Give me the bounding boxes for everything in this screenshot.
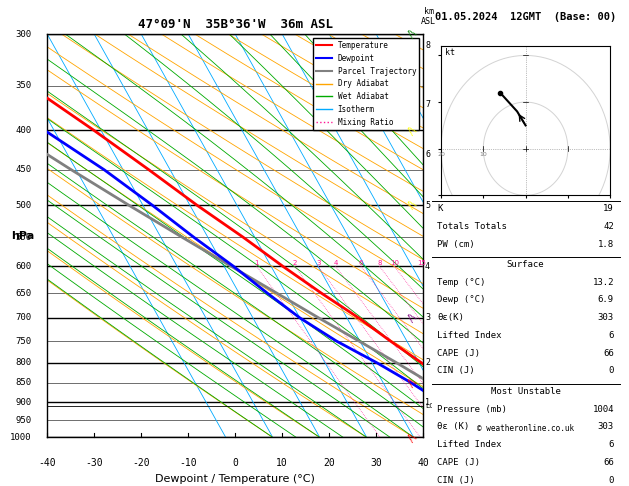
Text: 1.8: 1.8 xyxy=(598,240,614,248)
Text: 01.05.2024  12GMT  (Base: 00): 01.05.2024 12GMT (Base: 00) xyxy=(435,12,616,22)
Legend: Temperature, Dewpoint, Parcel Trajectory, Dry Adiabat, Wet Adiabat, Isotherm, Mi: Temperature, Dewpoint, Parcel Trajectory… xyxy=(313,38,420,130)
Text: 6: 6 xyxy=(608,331,614,340)
Text: 4: 4 xyxy=(425,262,430,271)
Text: PW (cm): PW (cm) xyxy=(437,240,475,248)
Text: 6: 6 xyxy=(425,150,430,159)
Text: Dewp (°C): Dewp (°C) xyxy=(437,295,486,305)
Text: 1004: 1004 xyxy=(593,405,614,414)
Text: LCL: LCL xyxy=(425,403,438,409)
Text: 1000: 1000 xyxy=(10,433,31,442)
Text: Totals Totals: Totals Totals xyxy=(437,222,507,231)
Text: 40: 40 xyxy=(417,458,429,468)
Text: 3: 3 xyxy=(316,260,321,266)
Text: 800: 800 xyxy=(15,358,31,367)
Text: 6.9: 6.9 xyxy=(598,295,614,305)
Text: 20: 20 xyxy=(323,458,335,468)
Text: Surface: Surface xyxy=(507,260,544,269)
Text: km
ASL: km ASL xyxy=(421,6,437,26)
Text: Lifted Index: Lifted Index xyxy=(437,331,502,340)
Text: 950: 950 xyxy=(15,416,31,425)
Text: 750: 750 xyxy=(15,336,31,346)
Text: K: K xyxy=(437,204,443,213)
Text: 19: 19 xyxy=(603,204,614,213)
Text: 3: 3 xyxy=(425,313,430,322)
Text: /\: /\ xyxy=(407,432,419,443)
Text: 10: 10 xyxy=(276,458,288,468)
Text: 303: 303 xyxy=(598,422,614,432)
Text: 550: 550 xyxy=(15,233,31,242)
Text: 1: 1 xyxy=(425,398,430,407)
Text: 450: 450 xyxy=(15,165,31,174)
Text: 0: 0 xyxy=(608,476,614,485)
Text: Most Unstable: Most Unstable xyxy=(491,387,560,396)
Text: Temp (°C): Temp (°C) xyxy=(437,278,486,287)
Text: 300: 300 xyxy=(15,30,31,38)
Text: /\: /\ xyxy=(407,199,419,211)
Text: 1: 1 xyxy=(254,260,259,266)
Text: 30: 30 xyxy=(370,458,382,468)
Text: 7: 7 xyxy=(425,100,430,109)
Text: 700: 700 xyxy=(15,313,31,322)
Text: θε(K): θε(K) xyxy=(437,313,464,322)
Text: -20: -20 xyxy=(132,458,150,468)
Text: Mixing Ratio (g/kg): Mixing Ratio (g/kg) xyxy=(446,196,455,276)
Text: 8: 8 xyxy=(377,260,382,266)
Text: 400: 400 xyxy=(15,126,31,135)
Text: © weatheronline.co.uk: © weatheronline.co.uk xyxy=(477,424,574,434)
Text: 4: 4 xyxy=(333,260,338,266)
Text: 25: 25 xyxy=(454,260,463,266)
Text: 66: 66 xyxy=(603,458,614,467)
Text: hPa: hPa xyxy=(11,231,35,241)
Text: -10: -10 xyxy=(179,458,197,468)
Text: 66: 66 xyxy=(603,349,614,358)
Text: /\: /\ xyxy=(407,312,419,324)
Text: /\: /\ xyxy=(407,28,419,40)
Text: /\: /\ xyxy=(407,377,419,389)
Text: CIN (J): CIN (J) xyxy=(437,476,475,485)
Text: 6: 6 xyxy=(359,260,363,266)
Text: 8: 8 xyxy=(425,40,430,50)
Text: 500: 500 xyxy=(15,201,31,209)
Text: 350: 350 xyxy=(15,81,31,90)
Text: CAPE (J): CAPE (J) xyxy=(437,458,480,467)
Text: θε (K): θε (K) xyxy=(437,422,469,432)
Text: 15: 15 xyxy=(418,260,426,266)
Text: 0: 0 xyxy=(232,458,238,468)
Text: CIN (J): CIN (J) xyxy=(437,366,475,376)
Text: 5: 5 xyxy=(425,201,430,209)
Text: 10: 10 xyxy=(390,260,399,266)
Text: 2: 2 xyxy=(292,260,297,266)
Text: 13.2: 13.2 xyxy=(593,278,614,287)
Text: Lifted Index: Lifted Index xyxy=(437,440,502,449)
Text: -30: -30 xyxy=(86,458,103,468)
Text: 900: 900 xyxy=(15,398,31,407)
Text: 650: 650 xyxy=(15,289,31,297)
Text: CAPE (J): CAPE (J) xyxy=(437,349,480,358)
Text: 6: 6 xyxy=(608,440,614,449)
Text: 600: 600 xyxy=(15,262,31,271)
Text: 303: 303 xyxy=(598,313,614,322)
Title: 47°09'N  35B°36'W  36m ASL: 47°09'N 35B°36'W 36m ASL xyxy=(138,18,333,32)
Text: /\: /\ xyxy=(407,124,419,136)
Text: Dewpoint / Temperature (°C): Dewpoint / Temperature (°C) xyxy=(155,474,315,484)
Text: 850: 850 xyxy=(15,379,31,387)
Text: 42: 42 xyxy=(603,222,614,231)
Text: 2: 2 xyxy=(425,358,430,367)
Text: 20: 20 xyxy=(438,260,447,266)
Text: -40: -40 xyxy=(38,458,56,468)
Text: 0: 0 xyxy=(608,366,614,376)
Text: Pressure (mb): Pressure (mb) xyxy=(437,405,507,414)
